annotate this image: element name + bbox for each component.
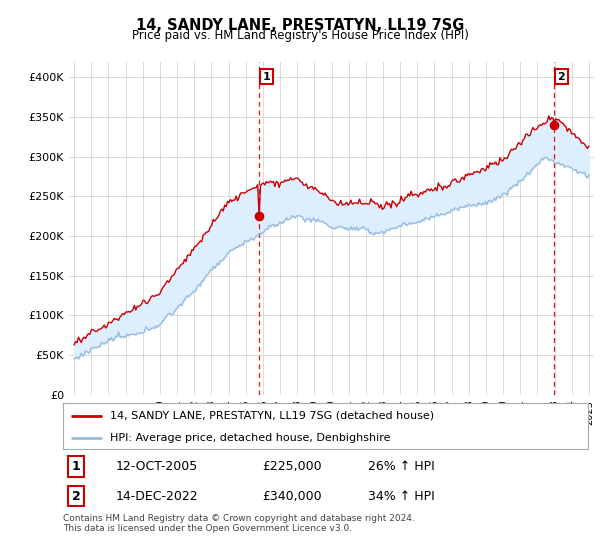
Text: 2: 2 <box>557 72 565 82</box>
Text: 14, SANDY LANE, PRESTATYN, LL19 7SG: 14, SANDY LANE, PRESTATYN, LL19 7SG <box>136 18 464 33</box>
Text: 26% ↑ HPI: 26% ↑ HPI <box>367 460 434 473</box>
Text: £225,000: £225,000 <box>263 460 322 473</box>
Text: 14, SANDY LANE, PRESTATYN, LL19 7SG (detached house): 14, SANDY LANE, PRESTATYN, LL19 7SG (det… <box>110 410 434 421</box>
Text: 12-OCT-2005: 12-OCT-2005 <box>115 460 198 473</box>
Text: 1: 1 <box>263 72 271 82</box>
Text: 1: 1 <box>72 460 80 473</box>
Text: 2: 2 <box>72 489 80 502</box>
Text: 14-DEC-2022: 14-DEC-2022 <box>115 489 198 502</box>
Text: £340,000: £340,000 <box>263 489 322 502</box>
Text: HPI: Average price, detached house, Denbighshire: HPI: Average price, detached house, Denb… <box>110 433 391 442</box>
Text: 34% ↑ HPI: 34% ↑ HPI <box>367 489 434 502</box>
Text: Price paid vs. HM Land Registry's House Price Index (HPI): Price paid vs. HM Land Registry's House … <box>131 29 469 42</box>
Text: Contains HM Land Registry data © Crown copyright and database right 2024.
This d: Contains HM Land Registry data © Crown c… <box>63 514 415 534</box>
